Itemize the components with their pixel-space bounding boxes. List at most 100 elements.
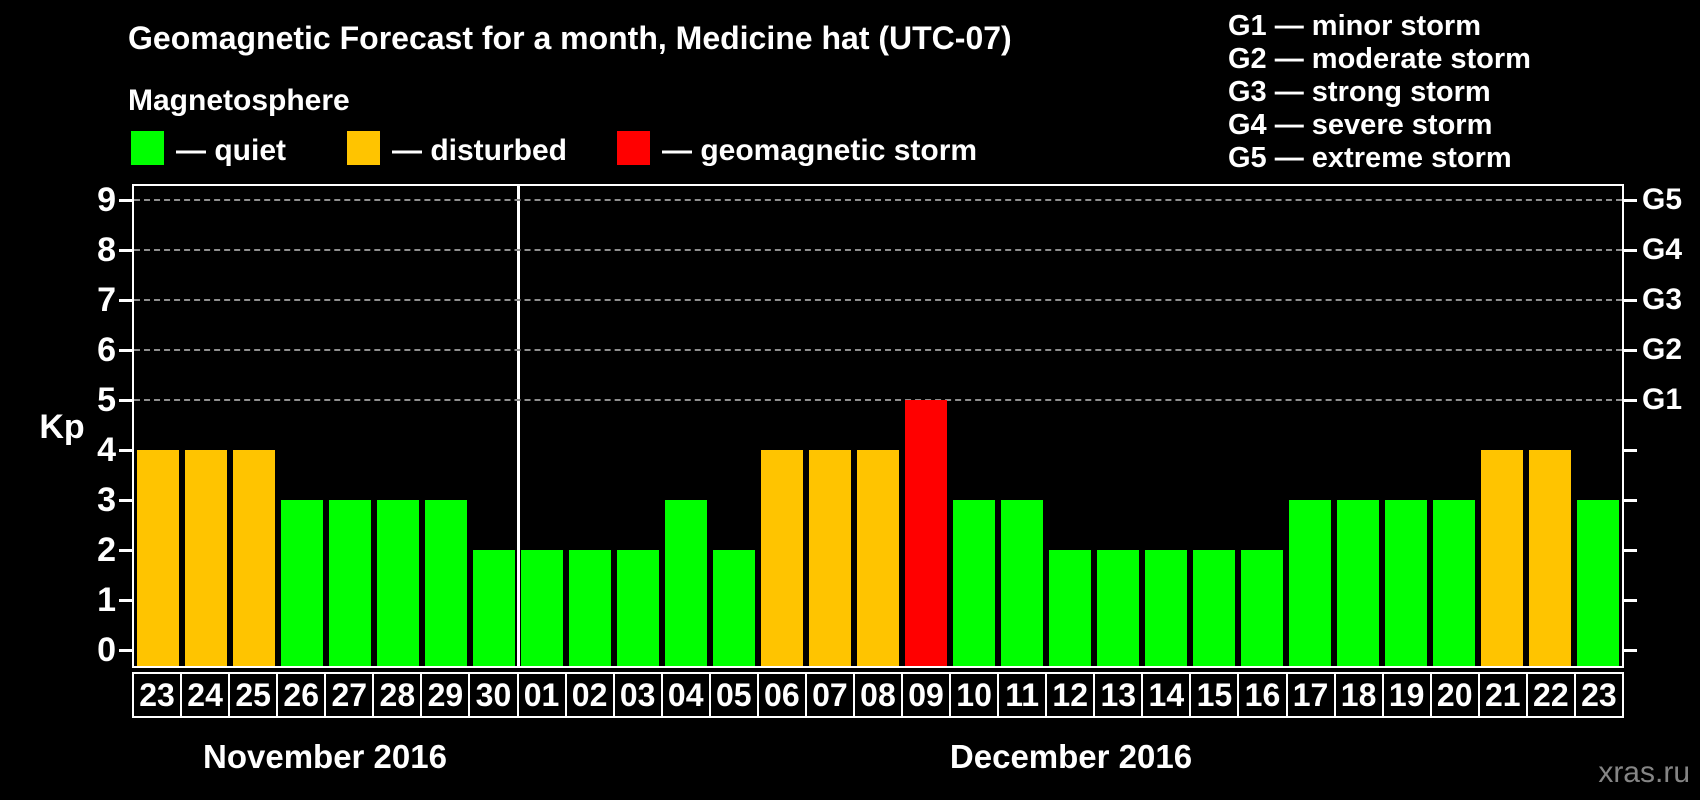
- y-tick-right-0: [1624, 648, 1637, 652]
- y-tick-right-9: [1624, 198, 1637, 202]
- bar-day-02: [569, 550, 611, 666]
- bar-day-22: [1529, 450, 1571, 666]
- day-label-25: 25: [228, 672, 279, 718]
- bar-day-09: [905, 400, 947, 666]
- bar-day-10: [953, 500, 995, 666]
- legend-swatch-quiet: [131, 131, 164, 165]
- bar-day-15: [1193, 550, 1235, 666]
- kp-bar-chart: [132, 184, 1624, 668]
- y-tick-left-2: [119, 548, 132, 552]
- day-label-02: 02: [564, 672, 615, 718]
- bar-day-24: [185, 450, 227, 666]
- y-tick-label-6: 6: [97, 331, 116, 369]
- x-axis-day-labels: 23 24 25 26 27 28 29 30 01 02 03 04 05 06 07 08 09 10 11 12…: [132, 672, 1624, 718]
- y-tick-right-1: [1624, 598, 1637, 602]
- bar-day-04: [665, 500, 707, 666]
- gridline-kp9: [134, 199, 1622, 201]
- y-tick-label-0: 0: [97, 631, 116, 669]
- g-legend-line-g5: G5 — extreme storm: [1228, 142, 1512, 174]
- g-legend-line-g1: G1 — minor storm: [1228, 10, 1481, 42]
- bar-day-21: [1481, 450, 1523, 666]
- y-tick-label-3: 3: [97, 481, 116, 519]
- y-tick-right-2: [1624, 548, 1637, 552]
- day-label-21: 21: [1477, 672, 1528, 718]
- day-label-08: 08: [852, 672, 903, 718]
- y-tick-right-4: [1624, 448, 1637, 452]
- y-axis-title: Kp: [39, 408, 85, 446]
- gridline-kp8: [134, 249, 1622, 251]
- legend-label-quiet: — quiet: [176, 134, 286, 167]
- y-tick-left-8: [119, 248, 132, 252]
- bar-day-12: [1049, 550, 1091, 666]
- month-separator-line: [516, 186, 520, 666]
- y-tick-label-1: 1: [97, 581, 116, 619]
- bar-day-08: [857, 450, 899, 666]
- bar-day-25: [233, 450, 275, 666]
- day-label-01: 01: [516, 672, 567, 718]
- y-tick-right-6: [1624, 348, 1637, 352]
- bar-day-03: [617, 550, 659, 666]
- y-tick-label-2: 2: [97, 531, 116, 569]
- y-tick-left-1: [119, 598, 132, 602]
- legend-label-disturbed: — disturbed: [392, 134, 568, 167]
- gridline-kp5: [134, 399, 1622, 401]
- bar-day-19: [1385, 500, 1427, 666]
- day-label-14: 14: [1141, 672, 1192, 718]
- bar-day-11: [1001, 500, 1043, 666]
- day-label-27: 27: [324, 672, 375, 718]
- g-axis-label-g5: G5: [1642, 183, 1683, 216]
- day-label-22: 22: [1525, 672, 1576, 718]
- bar-day-06: [761, 450, 803, 666]
- y-tick-label-8: 8: [97, 231, 116, 269]
- day-label-13: 13: [1093, 672, 1144, 718]
- y-tick-left-3: [119, 498, 132, 502]
- day-label-17: 17: [1285, 672, 1336, 718]
- day-label-29: 29: [420, 672, 471, 718]
- gridline-kp7: [134, 299, 1622, 301]
- g-axis-label-g4: G4: [1642, 233, 1683, 266]
- bar-day-29: [425, 500, 467, 666]
- y-tick-left-5: [119, 398, 132, 402]
- magnetosphere-label: Magnetosphere: [128, 84, 350, 117]
- bar-day-17: [1289, 500, 1331, 666]
- day-label-06: 06: [756, 672, 807, 718]
- day-label-10: 10: [949, 672, 1000, 718]
- bar-day-14: [1145, 550, 1187, 666]
- y-tick-right-7: [1624, 298, 1637, 302]
- watermark: xras.ru: [1598, 756, 1690, 789]
- day-label-05: 05: [708, 672, 759, 718]
- g-legend-line-g2: G2 — moderate storm: [1228, 43, 1531, 75]
- day-label-15: 15: [1189, 672, 1240, 718]
- g-axis-label-g1: G1: [1642, 383, 1683, 416]
- day-label-19: 19: [1381, 672, 1432, 718]
- day-label-24: 24: [180, 672, 231, 718]
- g-legend-line-g4: G4 — severe storm: [1228, 109, 1493, 141]
- y-tick-right-3: [1624, 498, 1637, 502]
- bar-day-05: [713, 550, 755, 666]
- bar-day-01: [521, 550, 563, 666]
- g-axis-label-g3: G3: [1642, 283, 1683, 316]
- bar-day-13: [1097, 550, 1139, 666]
- day-label-04: 04: [660, 672, 711, 718]
- bar-day-26: [281, 500, 323, 666]
- month-label-november: November 2016: [203, 738, 447, 775]
- bar-day-18: [1337, 500, 1379, 666]
- day-label-12: 12: [1045, 672, 1096, 718]
- g-legend-line-g3: G3 — strong storm: [1228, 76, 1491, 108]
- gridline-kp6: [134, 349, 1622, 351]
- day-label-28: 28: [372, 672, 423, 718]
- y-tick-right-5: [1624, 398, 1637, 402]
- day-label-30: 30: [468, 672, 519, 718]
- day-label-16: 16: [1237, 672, 1288, 718]
- g-axis-label-g2: G2: [1642, 333, 1683, 366]
- y-tick-left-7: [119, 298, 132, 302]
- bar-day-20: [1433, 500, 1475, 666]
- y-tick-left-9: [119, 198, 132, 202]
- legend-swatch-storm: [617, 131, 650, 165]
- y-tick-label-9: 9: [97, 181, 116, 219]
- y-tick-label-7: 7: [97, 281, 116, 319]
- day-label-11: 11: [997, 672, 1048, 718]
- day-label-26: 26: [276, 672, 327, 718]
- legend-swatch-disturbed: [347, 131, 380, 165]
- day-label-09: 09: [901, 672, 952, 718]
